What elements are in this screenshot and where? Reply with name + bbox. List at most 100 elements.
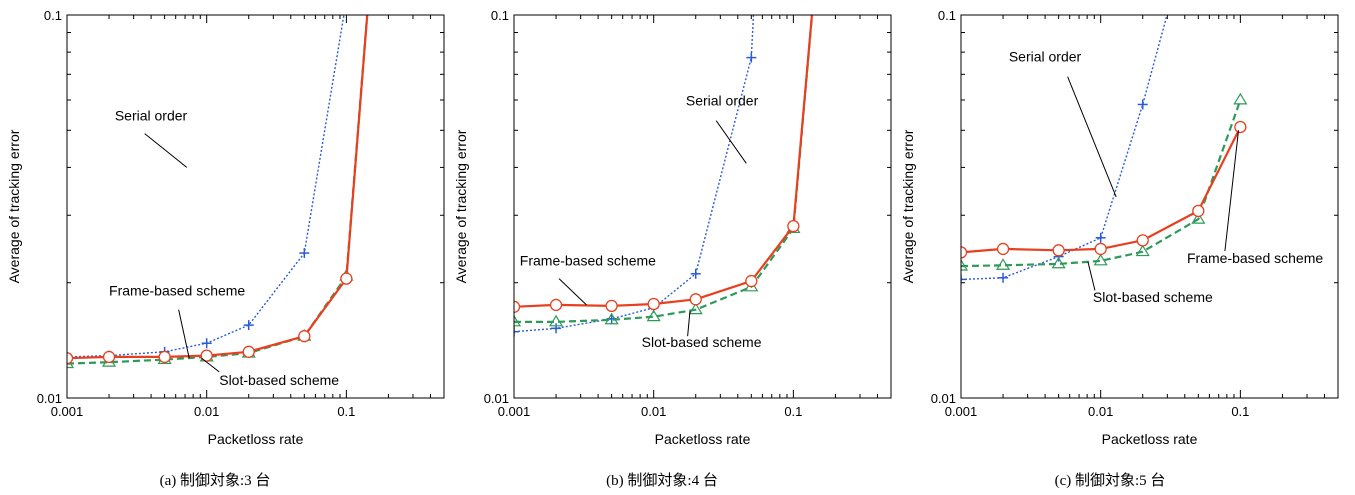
annotation-leader (1067, 76, 1117, 198)
data-point-frame (1052, 244, 1065, 257)
data-point-slot (1233, 92, 1248, 105)
series-line-serial (961, 15, 1168, 281)
annotation-label: Frame-based scheme (1187, 250, 1323, 266)
annotation-label: Slot-based scheme (1093, 289, 1213, 305)
data-point-frame (647, 297, 660, 311)
data-point-serial (1095, 232, 1106, 243)
minor-ticks (514, 15, 891, 398)
series-serial (67, 15, 345, 362)
data-point-frame (1234, 120, 1247, 134)
data-point-frame (605, 299, 618, 313)
y-tick-label: 0.01 (484, 391, 509, 406)
annotation-leader (178, 309, 190, 359)
data-point-frame (745, 274, 758, 288)
y-tick-label: 0.1 (44, 8, 62, 23)
y-axis-label: Average of tracking error (6, 129, 22, 283)
annotation-label: Serial order (686, 93, 759, 109)
series-serial (514, 15, 757, 337)
data-point-slot (1191, 212, 1206, 224)
data-point-frame (242, 345, 255, 358)
annotation-leader (144, 133, 188, 168)
data-point-slot (995, 258, 1011, 270)
annotation-label: Serial order (1009, 49, 1082, 65)
series-frame (514, 15, 814, 313)
series-frame (961, 120, 1247, 259)
series-line-frame (67, 15, 369, 360)
y-tick-label: 0.1 (938, 8, 956, 23)
annotation-label: Frame-based scheme (520, 252, 656, 268)
series-line-slot (961, 99, 1242, 268)
data-point-serial (551, 323, 562, 334)
data-point-slot (604, 312, 619, 325)
data-point-frame (1094, 242, 1107, 256)
series-line-slot (514, 15, 814, 323)
plot-frame (513, 14, 892, 399)
plot-frame (960, 14, 1339, 399)
series-slot (961, 92, 1248, 271)
x-tick-label: 0.001 (51, 404, 84, 419)
y-tick-label: 0.01 (931, 391, 956, 406)
y-axis-label: Average of tracking error (453, 129, 469, 283)
data-point-serial (746, 52, 757, 63)
y-axis-label: Average of tracking error (900, 129, 916, 283)
data-point-slot (548, 314, 564, 327)
x-tick-label: 0.1 (1231, 404, 1249, 419)
data-point-slot (961, 258, 969, 271)
data-point-serial (514, 326, 519, 337)
series-serial (961, 15, 1168, 285)
annotation-label: Serial order (115, 108, 188, 124)
panel-caption: (c) 制御対象:5 台 (1055, 472, 1166, 489)
data-point-slot (1135, 244, 1150, 257)
data-point-serial (1137, 99, 1148, 110)
data-point-serial (299, 248, 310, 259)
annotation-leader (1224, 130, 1240, 252)
y-tick-label: 0.01 (37, 391, 62, 406)
data-point-slot (1093, 253, 1108, 266)
series-slot (67, 15, 369, 369)
data-point-frame (200, 349, 213, 362)
data-point-slot (514, 314, 522, 327)
annotation-label: Slot-based scheme (642, 334, 762, 350)
x-axis-label: Packetloss rate (1102, 431, 1198, 447)
x-tick-label: 0.001 (945, 404, 978, 419)
data-point-frame (689, 293, 702, 306)
minor-ticks (67, 15, 444, 398)
series-slot (514, 15, 814, 327)
panel-caption: (a) 制御対象:3 台 (160, 472, 271, 489)
panel-caption: (b) 制御対象:4 台 (606, 472, 718, 489)
x-tick-label: 0.01 (194, 404, 219, 419)
data-point-frame (514, 300, 521, 313)
data-point-slot (646, 309, 661, 322)
x-axis-label: Packetloss rate (655, 431, 751, 447)
annotation-leader (201, 357, 220, 373)
data-point-frame (340, 272, 353, 285)
annotation-leader (715, 120, 747, 164)
series-line-serial (67, 15, 345, 358)
data-point-slot (688, 302, 703, 315)
data-point-frame (549, 298, 563, 312)
annotation-leader (687, 310, 691, 337)
minor-ticks (961, 15, 1338, 398)
series-line-frame (514, 15, 814, 308)
data-point-serial (201, 338, 212, 349)
data-point-frame (787, 219, 800, 233)
series-line-slot (67, 15, 369, 365)
y-tick-label: 0.1 (491, 8, 509, 23)
x-tick-label: 0.01 (641, 404, 666, 419)
data-point-serial (690, 268, 701, 279)
annotation-label: Slot-based scheme (219, 372, 339, 388)
annotation-label: Frame-based scheme (109, 283, 245, 299)
x-tick-label: 0.01 (1088, 404, 1113, 419)
series-frame (67, 15, 369, 365)
data-point-frame (102, 350, 116, 364)
data-point-frame (1136, 234, 1149, 247)
data-point-serial (961, 274, 966, 285)
x-tick-label: 0.1 (784, 404, 802, 419)
data-point-frame (1192, 204, 1205, 218)
data-point-frame (67, 352, 74, 365)
data-point-frame (996, 242, 1010, 256)
x-tick-label: 0.1 (337, 404, 355, 419)
